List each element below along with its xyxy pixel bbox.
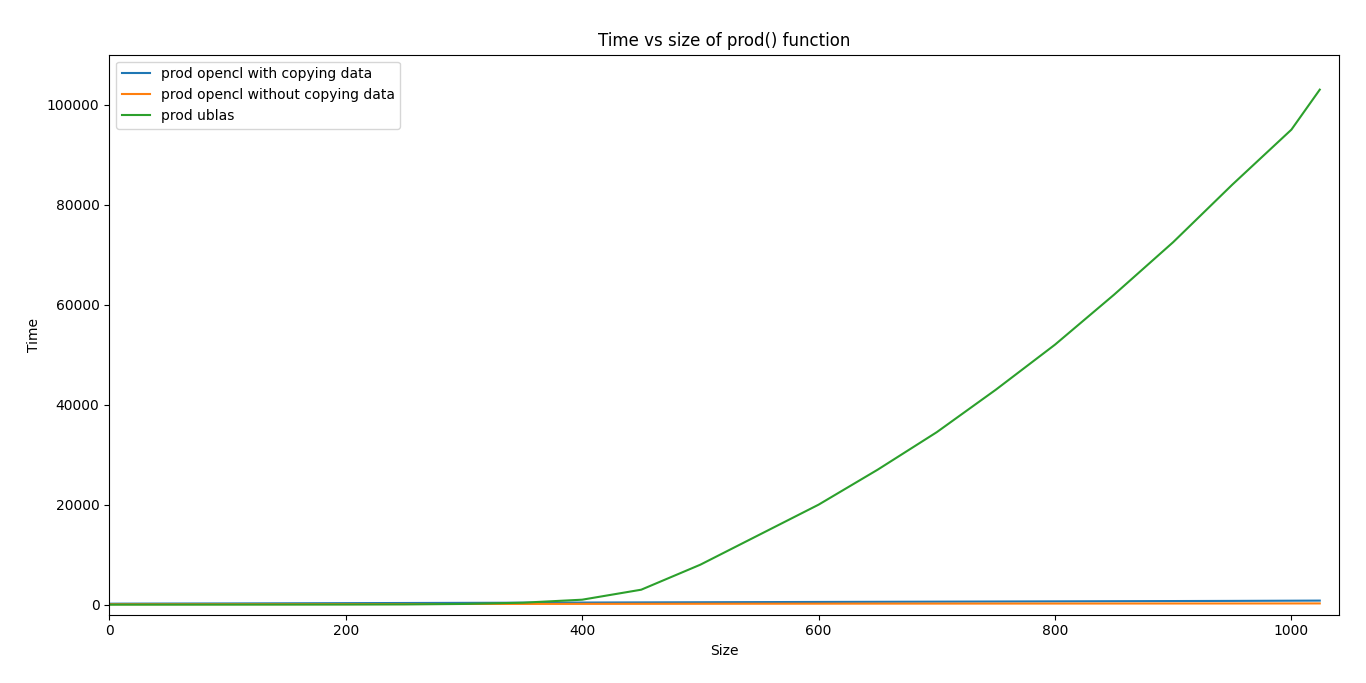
prod ublas (1046, 341, 1063, 349)
prod opencl with copying data (1283, 597, 1299, 605)
prod opencl with copying data (810, 598, 826, 606)
prod opencl without copying data (279, 600, 295, 609)
prod ublas (988, 386, 1004, 394)
prod opencl without copying data (102, 600, 119, 609)
prod ublas (693, 561, 709, 569)
prod opencl without copying data (160, 600, 176, 609)
prod opencl without copying data (456, 600, 473, 608)
prod ublas (1283, 126, 1299, 134)
prod opencl without copying data (1283, 600, 1299, 608)
prod opencl with copying data (279, 599, 295, 607)
prod opencl without copying data (1165, 600, 1182, 608)
prod opencl without copying data (515, 600, 531, 608)
prod opencl without copying data (1106, 600, 1123, 608)
prod ublas (869, 466, 885, 474)
prod opencl without copying data (220, 600, 236, 609)
prod opencl with copying data (396, 599, 413, 607)
prod opencl with copying data (988, 598, 1004, 606)
prod opencl with copying data (220, 600, 236, 608)
prod opencl with copying data (693, 598, 709, 607)
prod opencl with copying data (113, 600, 130, 608)
prod ublas (456, 600, 473, 608)
prod opencl without copying data (988, 600, 1004, 608)
prod opencl with copying data (102, 600, 119, 608)
prod opencl without copying data (396, 600, 413, 608)
prod opencl with copying data (869, 598, 885, 606)
prod ublas (515, 598, 531, 607)
prod opencl without copying data (693, 600, 709, 608)
prod opencl with copying data (1311, 596, 1328, 604)
prod ublas (810, 501, 826, 509)
prod opencl without copying data (810, 600, 826, 608)
prod opencl with copying data (1046, 597, 1063, 605)
prod ublas (220, 600, 236, 609)
prod opencl without copying data (1046, 600, 1063, 608)
prod opencl without copying data (869, 600, 885, 608)
prod ublas (632, 585, 649, 594)
Title: Time vs size of prod() function: Time vs size of prod() function (598, 32, 850, 51)
prod ublas (160, 600, 176, 609)
prod ublas (1311, 85, 1328, 94)
prod opencl without copying data (337, 600, 354, 608)
Y-axis label: Time: Time (27, 318, 41, 352)
prod opencl without copying data (929, 600, 945, 608)
Line: prod ublas: prod ublas (111, 89, 1320, 604)
prod opencl with copying data (337, 599, 354, 607)
Line: prod opencl without copying data: prod opencl without copying data (111, 603, 1320, 604)
prod ublas (1224, 180, 1240, 189)
prod ublas (337, 600, 354, 609)
prod opencl with copying data (160, 600, 176, 608)
prod opencl without copying data (1311, 599, 1328, 607)
prod opencl with copying data (1106, 597, 1123, 605)
prod opencl without copying data (574, 600, 590, 608)
prod ublas (1106, 290, 1123, 298)
prod opencl without copying data (1224, 600, 1240, 608)
Legend: prod opencl with copying data, prod opencl without copying data, prod ublas: prod opencl with copying data, prod open… (116, 61, 400, 128)
prod ublas (751, 531, 768, 539)
prod ublas (1165, 238, 1182, 247)
prod ublas (929, 428, 945, 436)
prod opencl without copying data (751, 600, 768, 608)
prod ublas (574, 596, 590, 604)
X-axis label: Size: Size (710, 644, 738, 658)
prod opencl with copying data (515, 598, 531, 607)
prod opencl without copying data (113, 600, 130, 609)
prod ublas (279, 600, 295, 609)
prod opencl with copying data (751, 598, 768, 607)
prod opencl with copying data (632, 598, 649, 607)
prod opencl with copying data (929, 598, 945, 606)
prod ublas (113, 600, 130, 609)
Line: prod opencl with copying data: prod opencl with copying data (111, 600, 1320, 604)
prod ublas (396, 600, 413, 609)
prod opencl with copying data (456, 599, 473, 607)
prod opencl with copying data (1165, 597, 1182, 605)
prod ublas (102, 600, 119, 609)
prod opencl with copying data (574, 598, 590, 607)
prod opencl with copying data (1224, 597, 1240, 605)
prod opencl without copying data (632, 600, 649, 608)
